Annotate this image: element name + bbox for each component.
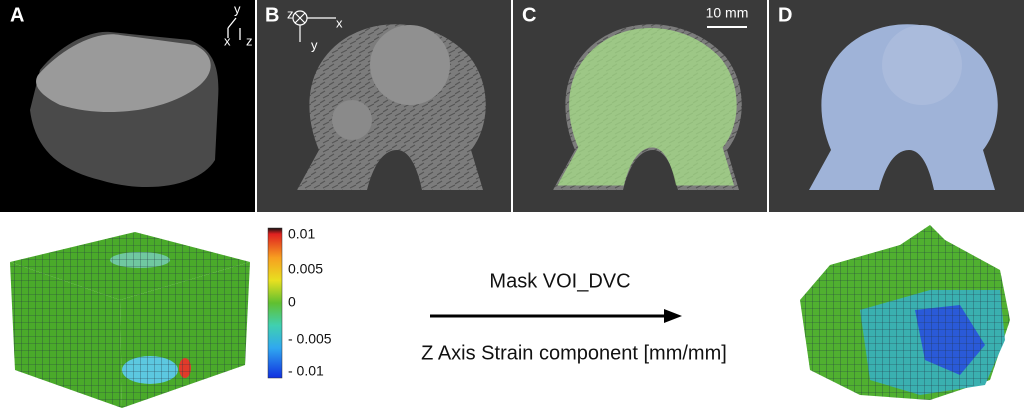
axis-label: z — [287, 6, 294, 21]
axis-arrows — [227, 17, 241, 40]
colorbar-label: - 0.005 — [288, 331, 332, 347]
bone-top — [36, 34, 211, 113]
arrow-head — [664, 309, 682, 323]
axis-label: y — [234, 1, 241, 16]
voxel-grid — [800, 225, 1010, 400]
panel-label: F — [778, 218, 790, 240]
panel-label: E — [10, 218, 23, 240]
panel-label: C — [522, 4, 536, 26]
colorbar-label: 0.01 — [288, 226, 315, 242]
arrow-label: Z Axis Strain component [mm/mm] — [421, 342, 727, 364]
arrow-label: Mask VOI_DVC — [489, 270, 630, 292]
axis-label: x — [224, 33, 231, 48]
ct-region — [332, 100, 372, 140]
panel-label: D — [778, 4, 792, 26]
colorbar-label: 0 — [288, 294, 296, 310]
ct-region — [882, 25, 962, 105]
scale-label: 10 mm — [706, 5, 749, 21]
panel-label: B — [265, 4, 279, 26]
axis-label: y — [311, 37, 318, 52]
ct-region — [370, 25, 450, 105]
axis-arrows — [294, 12, 336, 42]
colorbar-label: - 0.01 — [288, 363, 324, 379]
colorbar-label: 0.005 — [288, 261, 323, 277]
axis-label: x — [336, 15, 343, 30]
colorbar — [267, 227, 283, 379]
panel-label: A — [10, 4, 24, 26]
axis-label: z — [246, 33, 253, 48]
mesh-grid — [10, 232, 250, 408]
